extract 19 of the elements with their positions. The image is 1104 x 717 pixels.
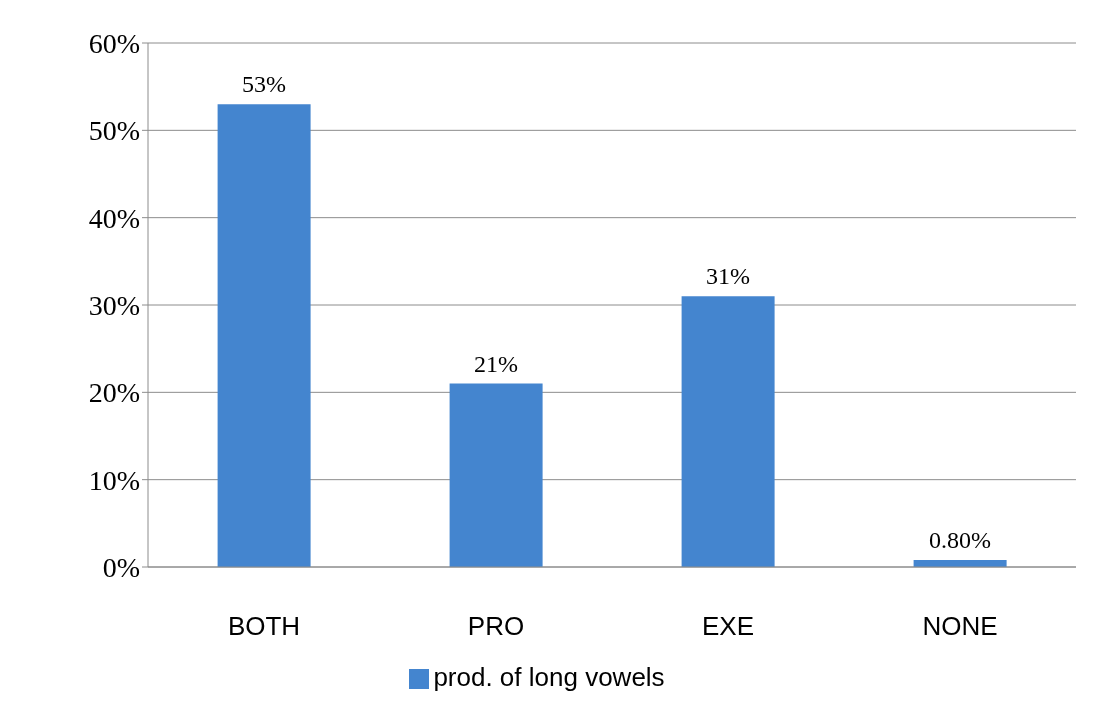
x-tick-label: PRO — [467, 611, 525, 642]
y-tick-label: 10% — [88, 464, 140, 496]
bar — [217, 104, 311, 567]
x-tick-label: NONE — [922, 611, 998, 642]
data-label: 31% — [706, 263, 751, 290]
bar — [681, 296, 775, 567]
data-label: 53% — [242, 71, 287, 98]
y-tick-label: 60% — [88, 27, 140, 59]
x-tick-label: BOTH — [227, 611, 301, 642]
y-tick-label: 50% — [88, 115, 140, 147]
y-tick-label: 0% — [102, 551, 140, 583]
legend-label: prod. of long vowels — [433, 662, 665, 692]
y-tick-label: 20% — [88, 377, 140, 409]
data-label: 21% — [474, 350, 519, 377]
data-label: 0.80% — [929, 527, 992, 554]
x-tick-label: EXE — [701, 611, 755, 642]
y-tick-label: 30% — [88, 289, 140, 321]
y-tick-label: 40% — [88, 202, 140, 234]
bar — [449, 383, 543, 567]
